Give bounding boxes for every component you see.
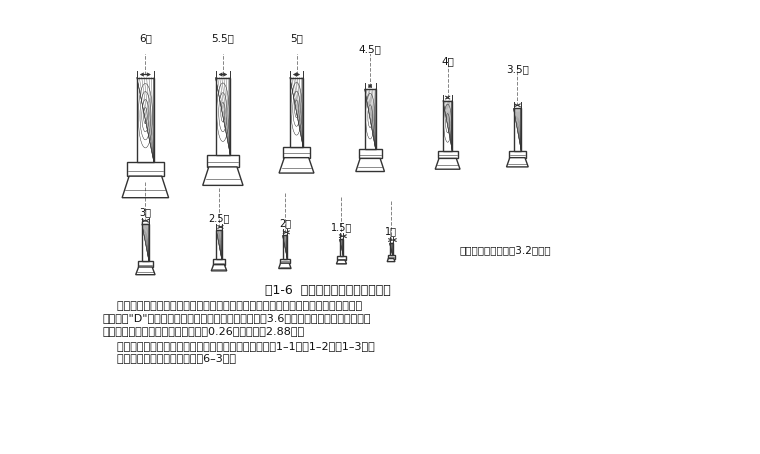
Text: 4.5寸: 4.5寸 <box>359 44 382 54</box>
Text: 5寸: 5寸 <box>290 33 303 43</box>
Bar <box>438 151 458 158</box>
Bar <box>127 162 164 176</box>
Polygon shape <box>279 158 314 173</box>
Bar <box>138 261 153 267</box>
Text: （斗栱权衡尺寸表见第六章表6–3）。: （斗栱权衡尺寸表见第六章表6–3）。 <box>103 353 236 363</box>
Bar <box>207 154 239 167</box>
Polygon shape <box>506 158 528 167</box>
Polygon shape <box>387 258 395 262</box>
Bar <box>217 230 222 259</box>
Polygon shape <box>211 265 226 271</box>
Text: 小式建筑模数是由设计人员确定的，通常是在确定了开间尺寸或柱高尺寸以后，才确: 小式建筑模数是由设计人员确定的，通常是在确定了开间尺寸或柱高尺寸以后，才确 <box>103 301 362 311</box>
Text: 1寸: 1寸 <box>385 226 397 236</box>
Bar <box>443 101 452 151</box>
Polygon shape <box>279 263 291 268</box>
Text: 3寸: 3寸 <box>139 207 151 217</box>
Bar <box>359 149 382 158</box>
Text: 2寸: 2寸 <box>279 218 291 228</box>
Polygon shape <box>136 267 155 275</box>
Bar <box>337 256 346 260</box>
Bar <box>213 259 225 265</box>
Text: 3.5寸: 3.5寸 <box>506 64 529 74</box>
Polygon shape <box>122 176 169 197</box>
Bar <box>509 151 526 158</box>
Text: 大、小式建筑各部构件尺寸，详见构件权衡尺寸表（表1–1，表1–2，表1–3）。: 大、小式建筑各部构件尺寸，详见构件权衡尺寸表（表1–1，表1–2，表1–3）。 <box>103 341 375 351</box>
Bar <box>365 89 375 149</box>
Bar <box>280 258 290 263</box>
Polygon shape <box>435 158 460 169</box>
Text: 5.5寸: 5.5寸 <box>211 33 234 43</box>
Text: 图1-6  清式建筑斗口的十一个等级: 图1-6 清式建筑斗口的十一个等级 <box>264 284 391 297</box>
Bar <box>137 78 154 162</box>
Text: 径之间的比例关系，求出柱径尺寸为0.26米，柱高为2.88米。: 径之间的比例关系，求出柱径尺寸为0.26米，柱高为2.88米。 <box>103 326 305 336</box>
Bar <box>388 256 394 258</box>
Text: （清营造尺每寸等于3.2厘米）: （清营造尺每寸等于3.2厘米） <box>459 246 551 256</box>
Bar <box>340 239 344 256</box>
Bar <box>283 147 310 158</box>
Polygon shape <box>356 158 385 172</box>
Text: 定檐柱径"D"的具体尺寸。如果定一幢建筑明间面阔为3.6米，则可根据面阔、柱高与柱: 定檐柱径"D"的具体尺寸。如果定一幢建筑明间面阔为3.6米，则可根据面阔、柱高与… <box>103 313 371 323</box>
Bar <box>514 109 521 151</box>
Bar <box>389 243 393 256</box>
Bar <box>290 78 303 147</box>
Text: 6寸: 6寸 <box>139 33 152 43</box>
Text: 1.5寸: 1.5寸 <box>331 222 352 232</box>
Polygon shape <box>337 260 347 264</box>
Bar <box>283 236 287 258</box>
Bar <box>142 224 149 261</box>
Bar <box>216 78 230 154</box>
Text: 2.5寸: 2.5寸 <box>208 213 230 223</box>
Text: 4寸: 4寸 <box>442 56 454 66</box>
Polygon shape <box>203 167 243 185</box>
